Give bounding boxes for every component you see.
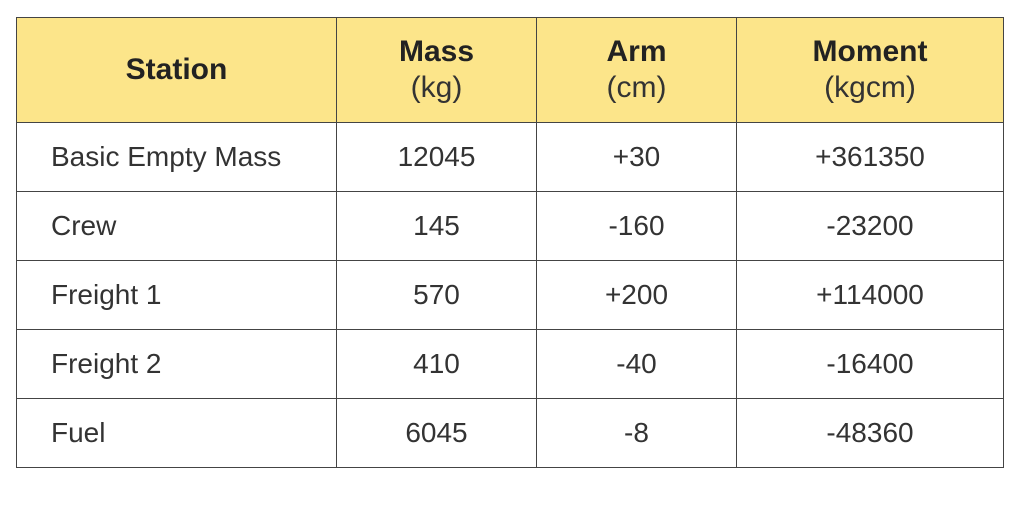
mass-cell: 570 <box>336 260 537 330</box>
station-cell: Freight 2 <box>16 329 337 399</box>
station-cell: Freight 1 <box>16 260 337 330</box>
table-header: Station Mass (kg) Arm (cm) Moment (kgcm) <box>16 17 1004 123</box>
arm-cell: -40 <box>536 329 737 399</box>
header-station-label: Station <box>125 53 228 86</box>
table-row: Freight 1 570 +200 +114000 <box>16 260 1004 330</box>
arm-cell: -8 <box>536 398 737 468</box>
station-cell: Fuel <box>16 398 337 468</box>
arm-cell: -160 <box>536 191 737 261</box>
header-moment: Moment (kgcm) <box>736 17 1004 123</box>
header-mass-unit: (kg) <box>410 71 463 104</box>
header-moment-label: Moment <box>812 35 928 68</box>
header-arm-unit: (cm) <box>606 71 667 104</box>
table-row: Crew 145 -160 -23200 <box>16 191 1004 261</box>
header-moment-unit: (kgcm) <box>824 71 916 104</box>
station-cell: Crew <box>16 191 337 261</box>
moment-cell: -23200 <box>736 191 1004 261</box>
station-cell: Basic Empty Mass <box>16 122 337 192</box>
mass-cell: 410 <box>336 329 537 399</box>
mass-cell: 6045 <box>336 398 537 468</box>
header-mass-label: Mass <box>398 35 475 68</box>
moment-cell: -16400 <box>736 329 1004 399</box>
moment-cell: +114000 <box>736 260 1004 330</box>
table-row: Basic Empty Mass 12045 +30 +361350 <box>16 122 1004 192</box>
table-row: Freight 2 410 -40 -16400 <box>16 329 1004 399</box>
moment-cell: -48360 <box>736 398 1004 468</box>
mass-cell: 12045 <box>336 122 537 192</box>
moment-cell: +361350 <box>736 122 1004 192</box>
header-row: Station Mass (kg) Arm (cm) Moment (kgcm) <box>16 17 1004 123</box>
table-row: Fuel 6045 -8 -48360 <box>16 398 1004 468</box>
header-arm: Arm (cm) <box>536 17 737 123</box>
header-arm-label: Arm <box>606 35 667 68</box>
mass-balance-table: Station Mass (kg) Arm (cm) Moment (kgcm)… <box>16 17 1004 468</box>
mass-cell: 145 <box>336 191 537 261</box>
header-mass: Mass (kg) <box>336 17 537 123</box>
header-station: Station <box>16 17 337 123</box>
arm-cell: +200 <box>536 260 737 330</box>
arm-cell: +30 <box>536 122 737 192</box>
table-body: Basic Empty Mass 12045 +30 +361350 Crew … <box>16 122 1004 468</box>
